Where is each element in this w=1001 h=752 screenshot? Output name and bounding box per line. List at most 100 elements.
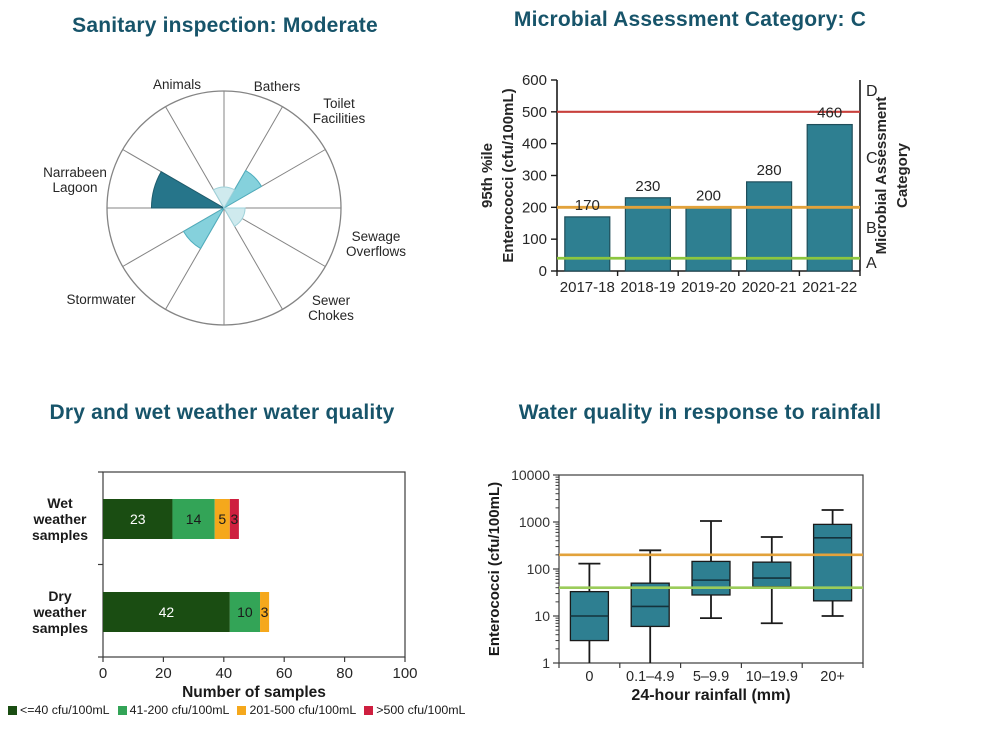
segment-value-label: 3 [230,511,238,527]
rainfall-box-plot: 1 10 100 1000 10000 0 0.1–4.9 5–9.9 10–19.9 20+ 24… [486,467,864,704]
box-10–19.9 [752,561,792,588]
bar-2021-22 [806,123,853,272]
category-letter-C: C [866,150,878,167]
x-axis-title: 24-hour rainfall (mm) [631,687,790,704]
y-axis-title-line1: 95th %ile [479,143,496,208]
y-tick-label: 100 [527,561,551,577]
segment-value-label: 42 [159,604,175,620]
x-tick-label: 100 [392,665,417,682]
rose-sector-label: Animals [153,77,201,92]
x-tick-label: 0 [99,665,107,682]
bar-2017-18 [564,216,611,272]
segment-wet-23 [103,499,173,539]
y-tick-label: 1 [542,655,550,671]
x-tick-label: 60 [276,665,293,682]
segment-wet-3 [229,499,239,539]
y-tick-label: 600 [522,72,547,89]
x-category-label: 2019-20 [681,279,736,296]
category-letter-A: A [866,255,877,272]
segment-wet-5 [214,499,230,539]
x-category-label: 5–9.9 [693,669,729,685]
rose-wedge-sewage-sewer [223,207,246,227]
legend-label: >500 cfu/100mL [376,703,466,717]
rose-sector-label: Sewer Chokes [308,293,354,323]
sanitary-inspection-rose-chart: Animals Bathers Toilet Facilities Sewage Over… [43,77,406,326]
x-axis-title: Number of samples [182,684,326,701]
y-tick-label: 1000 [519,514,550,530]
rose-wedge-toilet-facilities [222,169,263,210]
segment-value-label: 23 [130,511,146,527]
bar-value-label: 280 [757,162,782,179]
rose-wedge-stormwater [182,206,226,250]
x-category-label: 0 [585,669,593,685]
rose-sector-label: Narrabeen Lagoon [43,165,107,195]
rose-sector-label: Bathers [254,79,301,94]
y-tick-label: 10 [534,608,550,624]
bar-2018-19 [624,197,672,272]
row-label-dry: Dry weather samples [32,588,88,636]
legend-item: >500 cfu/100mL [364,703,465,717]
legend-swatch-icon [237,705,247,715]
x-category-label: 2020-21 [742,279,797,296]
y-tick-label: 400 [522,136,547,153]
rose-sector-label: Toilet Facilities [313,96,366,126]
bar-value-label: 460 [817,105,842,122]
row-label-wet: Wet weather samples [32,495,88,543]
rose-chart-title: Sanitary inspection: Moderate [72,14,378,37]
y-tick-label: 0 [539,263,547,280]
x-category-label: 0.1–4.9 [626,669,674,685]
legend-label: <=40 cfu/100mL [20,703,110,717]
y-tick-label: 500 [522,104,547,121]
x-tick-label: 80 [336,665,353,682]
box-20+ [812,523,853,602]
bar-value-label: 170 [575,197,600,214]
segment-value-label: 3 [261,604,269,620]
x-category-label: 2018-19 [620,279,675,296]
rose-sector-label: Stormwater [66,292,136,307]
right-axis-title-line2: Category [894,142,911,208]
x-tick-label: 20 [155,665,172,682]
mac-chart-title: Microbial Assessment Category: C [513,8,867,31]
x-tick-label: 40 [215,665,232,682]
legend-item: <=40 cfu/100mL [8,703,110,717]
segment-dry-42 [103,592,230,632]
rose-wedge-narrabeen-lagoon [150,171,226,209]
y-axis-title-line2: Enterococci (cfu/100mL) [500,88,517,262]
segment-dry-3 [260,592,270,632]
y-axis-title: Enterococci (cfu/100mL) [486,482,503,656]
right-axis-title-line1: Microbial Assessment [873,97,890,255]
x-category-label: 2021-22 [802,279,857,296]
segment-value-label: 10 [237,604,253,620]
legend-swatch-icon [8,705,17,715]
rose-sector-label: Sewage Overflows [346,229,406,259]
x-category-label: 10–19.9 [746,669,798,685]
rose-wedge-bathers-animals [212,186,236,209]
bar-2020-21 [745,181,793,272]
bar-2019-20 [685,206,732,272]
legend-label: 201-500 cfu/100mL [249,703,357,717]
y-tick-label: 10000 [511,467,550,483]
legend-item: 41-200 cfu/100mL [117,703,230,717]
x-category-label: 20+ [820,669,845,685]
box-0.1–4.9 [630,582,670,628]
legend-item: 201-500 cfu/100mL [237,703,356,717]
legend-swatch-icon [117,705,127,715]
bar-value-label: 200 [696,187,721,204]
legend-label: 41-200 cfu/100mL [129,703,230,717]
segment-wet-14 [172,499,215,539]
microbial-assessment-bar-chart: 0 100 200 300 400 500 600 170 2017-18 230 2018-19 2… [479,72,911,296]
rainfall-chart-title: Water quality in response to rainfall [518,401,882,424]
segment-value-label: 5 [218,511,226,527]
segment-value-label: 14 [186,511,202,527]
segment-dry-10 [229,592,261,632]
y-tick-label: 200 [522,199,547,216]
y-tick-label: 100 [522,231,547,248]
weather-legend: <=40 cfu/100mL 41-200 cfu/100mL 201-500 cf… [8,703,473,717]
category-letter-D: D [866,83,878,100]
category-letter-B: B [866,220,877,237]
weather-chart-title: Dry and wet weather water quality [49,401,395,424]
box-5–9.9 [691,560,731,596]
x-category-label: 2017-18 [560,279,615,296]
